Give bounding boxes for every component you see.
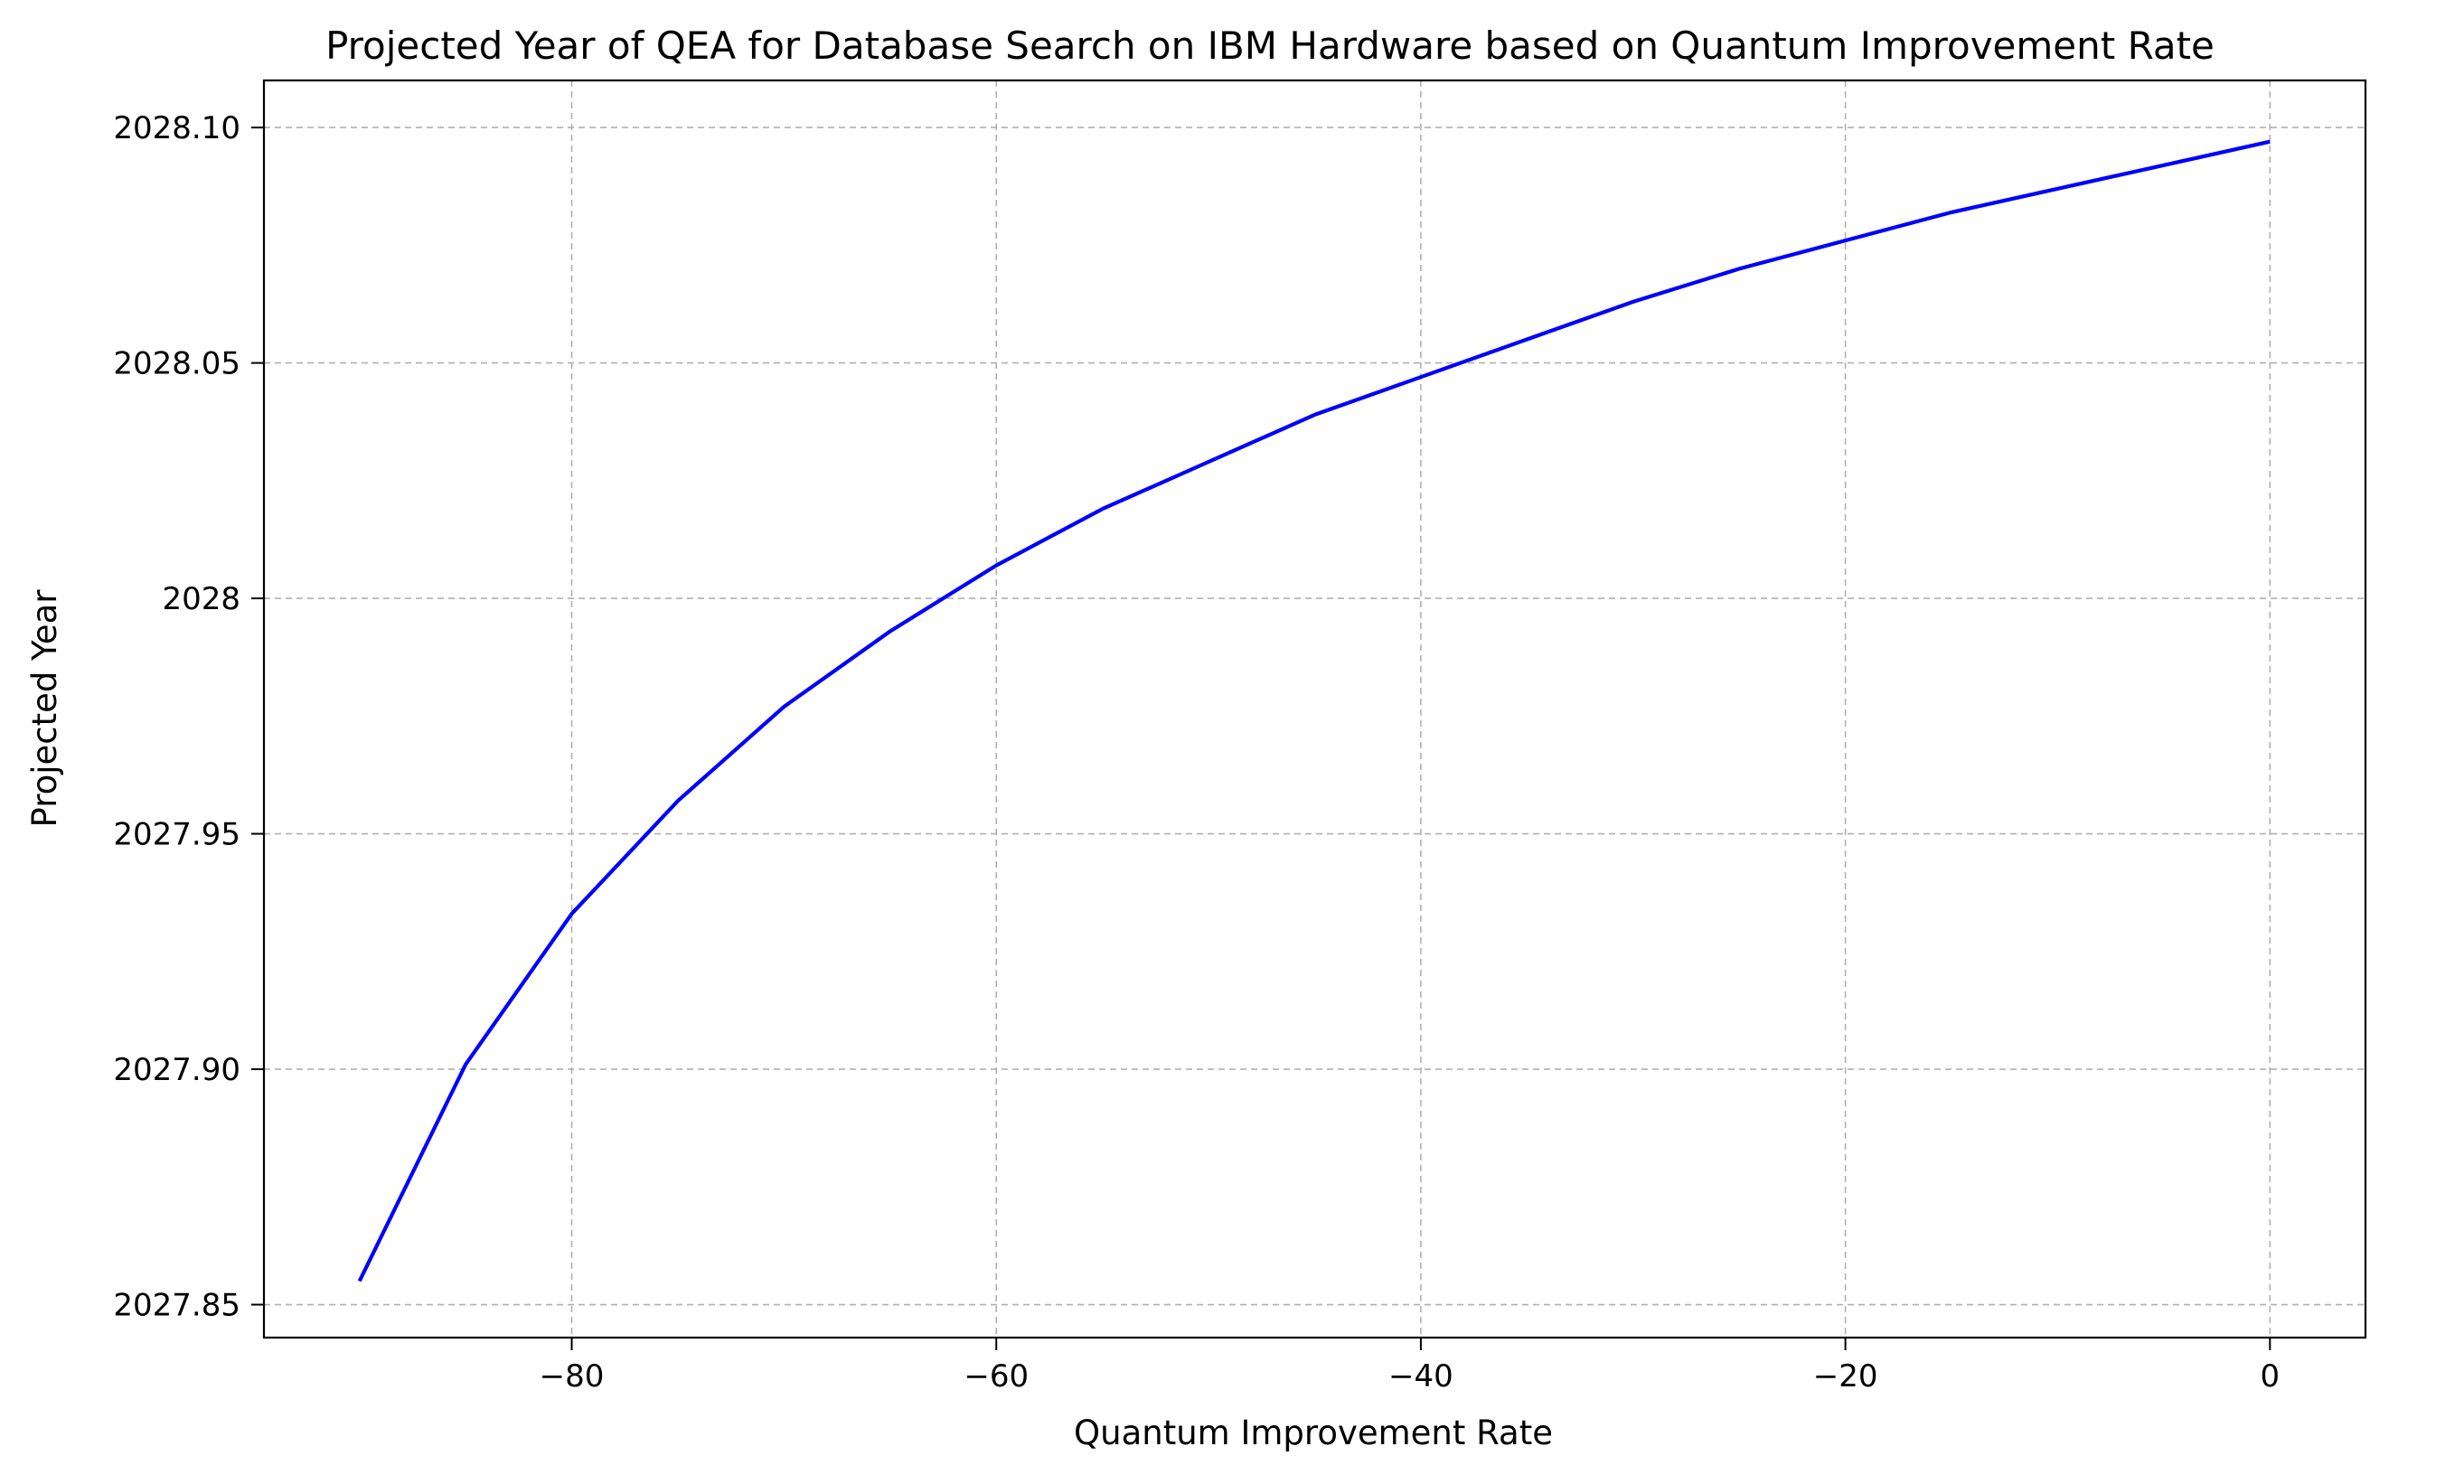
series-line bbox=[357, 139, 2271, 1282]
y-tick-label: 2027.95 bbox=[113, 817, 240, 853]
y-tick-label: 2027.90 bbox=[113, 1052, 240, 1088]
x-axis-label: Quantum Improvement Rate bbox=[1074, 1414, 1553, 1452]
axes-frame bbox=[262, 79, 2367, 1339]
x-tick-label: −20 bbox=[1813, 1358, 1878, 1395]
y-axis-label: Projected Year bbox=[25, 589, 64, 828]
series-layer bbox=[357, 139, 2271, 1282]
chart-title: Projected Year of QEA for Database Searc… bbox=[325, 23, 2215, 68]
x-tick-label: −40 bbox=[1388, 1358, 1453, 1395]
gridlines bbox=[264, 80, 2365, 1338]
y-tick-label: 2028.10 bbox=[113, 110, 240, 146]
x-tick-label: 0 bbox=[2260, 1358, 2280, 1395]
x-tick-label: −60 bbox=[964, 1358, 1029, 1395]
x-tick-label: −80 bbox=[540, 1358, 605, 1395]
y-tick-label: 2027.85 bbox=[113, 1288, 240, 1324]
y-tick-label: 2028 bbox=[162, 581, 240, 617]
y-tick-label: 2028.05 bbox=[113, 346, 240, 382]
x-axis: −80 −60 −40 −20 0 bbox=[540, 1338, 2280, 1395]
y-axis: 2027.85 2027.90 2027.95 2028 2028.05 2028.10 bbox=[113, 110, 264, 1324]
